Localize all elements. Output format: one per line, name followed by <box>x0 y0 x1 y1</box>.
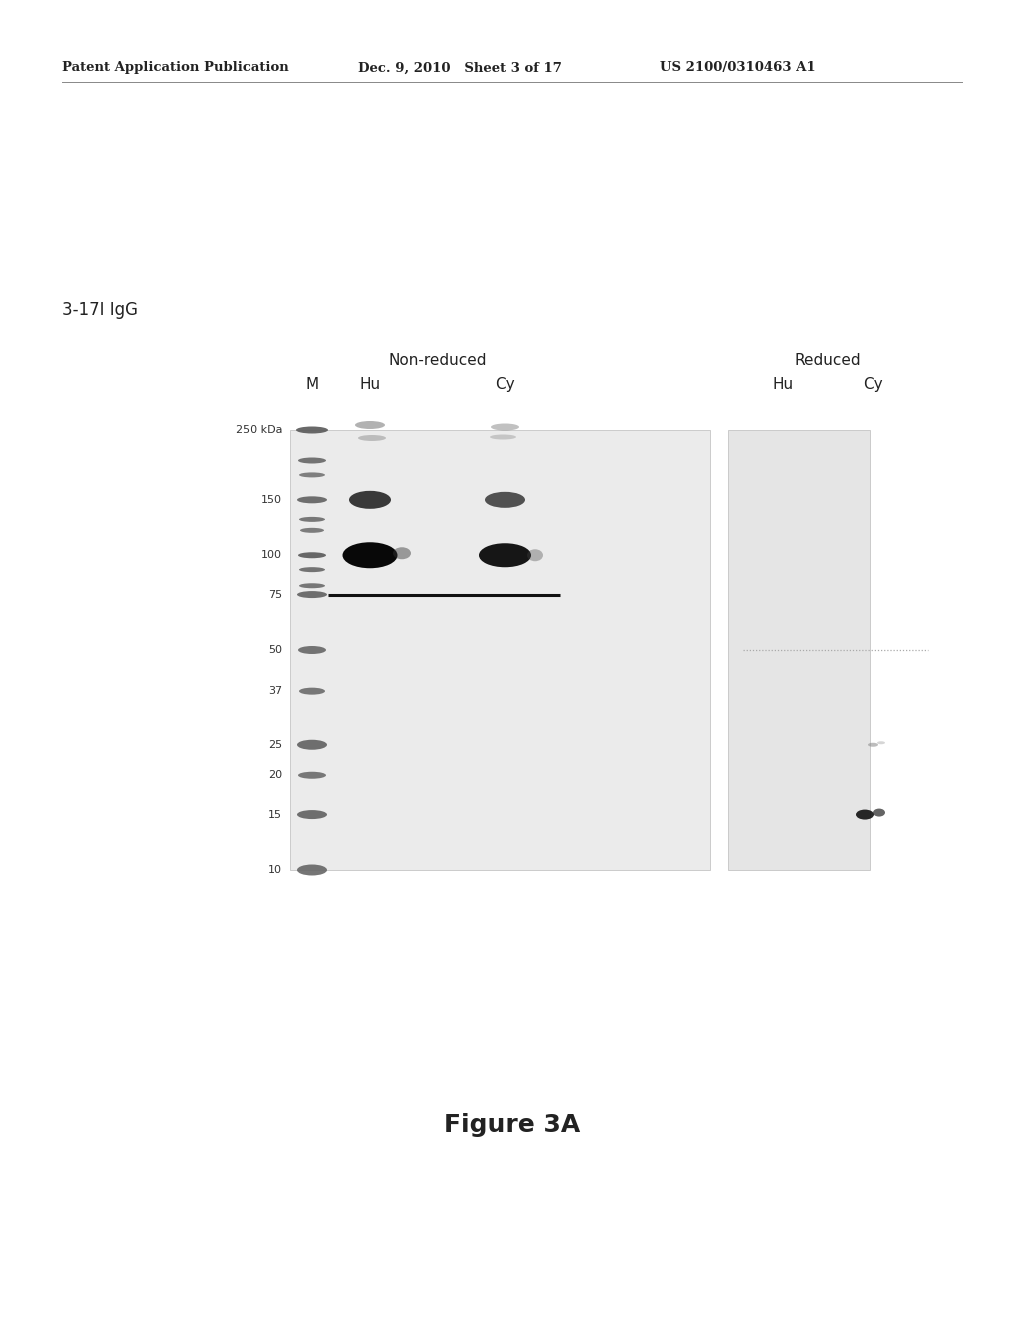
Ellipse shape <box>299 688 325 694</box>
Text: 25: 25 <box>268 739 282 750</box>
Ellipse shape <box>296 426 328 433</box>
Text: 150: 150 <box>261 495 282 504</box>
Text: Cy: Cy <box>863 378 883 392</box>
Ellipse shape <box>299 517 325 521</box>
Text: Hu: Hu <box>772 378 794 392</box>
Text: Non-reduced: Non-reduced <box>388 352 486 368</box>
Ellipse shape <box>349 491 391 508</box>
Text: 100: 100 <box>261 550 282 560</box>
Ellipse shape <box>297 496 327 503</box>
Ellipse shape <box>355 421 385 429</box>
Ellipse shape <box>490 434 516 440</box>
Bar <box>290 430 710 870</box>
Text: 15: 15 <box>268 809 282 820</box>
Ellipse shape <box>299 473 325 478</box>
Text: Patent Application Publication: Patent Application Publication <box>62 62 289 74</box>
Text: 50: 50 <box>268 645 282 655</box>
Text: US 2100/0310463 A1: US 2100/0310463 A1 <box>660 62 816 74</box>
Ellipse shape <box>873 809 885 817</box>
Text: Hu: Hu <box>359 378 381 392</box>
Text: 10: 10 <box>268 865 282 875</box>
Ellipse shape <box>297 591 327 598</box>
Ellipse shape <box>299 568 325 572</box>
Ellipse shape <box>297 865 327 875</box>
Ellipse shape <box>868 743 878 747</box>
Ellipse shape <box>485 492 525 508</box>
Text: 3-17I IgG: 3-17I IgG <box>62 301 138 319</box>
Ellipse shape <box>298 552 326 558</box>
Ellipse shape <box>490 424 519 430</box>
Ellipse shape <box>393 548 411 560</box>
Text: 37: 37 <box>268 686 282 696</box>
Ellipse shape <box>479 544 531 568</box>
Bar <box>728 430 870 870</box>
Text: 20: 20 <box>268 771 282 780</box>
Ellipse shape <box>877 742 885 744</box>
Ellipse shape <box>300 528 324 533</box>
Ellipse shape <box>358 436 386 441</box>
Ellipse shape <box>298 645 326 653</box>
Text: Cy: Cy <box>496 378 515 392</box>
Ellipse shape <box>298 772 326 779</box>
Text: M: M <box>305 378 318 392</box>
Text: 250 kDa: 250 kDa <box>236 425 282 436</box>
Ellipse shape <box>299 583 325 589</box>
Ellipse shape <box>298 458 326 463</box>
Text: Figure 3A: Figure 3A <box>443 1113 581 1137</box>
Ellipse shape <box>297 739 327 750</box>
Ellipse shape <box>856 809 874 820</box>
Text: Dec. 9, 2010   Sheet 3 of 17: Dec. 9, 2010 Sheet 3 of 17 <box>358 62 562 74</box>
Text: 75: 75 <box>268 590 282 599</box>
Ellipse shape <box>297 810 327 820</box>
Text: Reduced: Reduced <box>795 352 861 368</box>
Ellipse shape <box>342 543 397 568</box>
Ellipse shape <box>527 549 543 561</box>
